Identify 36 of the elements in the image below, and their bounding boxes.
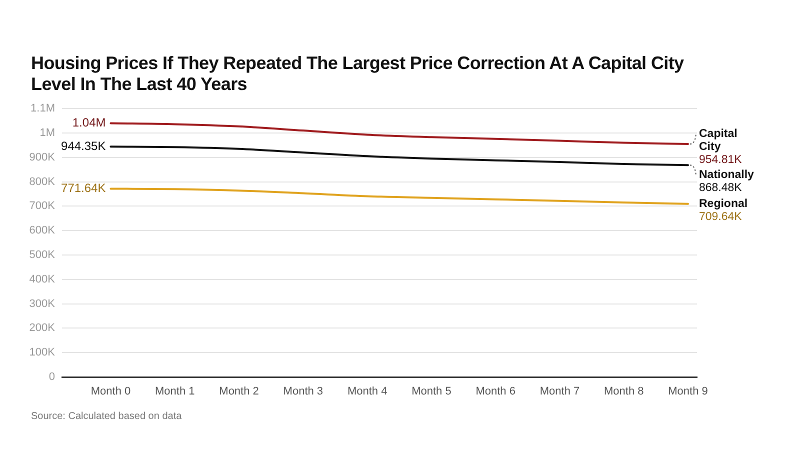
series-label: Regional <box>699 198 748 210</box>
x-tick-label: Month 3 <box>283 386 324 398</box>
x-tick-label: Month 2 <box>219 386 259 398</box>
x-tick-label: Month 7 <box>540 386 580 398</box>
y-tick-label: 100K <box>29 346 56 359</box>
y-tick-label: 300K <box>29 298 56 310</box>
data-label: 771.64K <box>61 181 106 196</box>
data-label: 944.35K <box>61 138 106 153</box>
y-tick-label: 800K <box>29 176 56 188</box>
line-series <box>110 146 690 166</box>
y-tick-label: 700K <box>29 200 56 212</box>
y-tick-label: 200K <box>29 322 56 334</box>
data-label: 709.64K <box>699 211 742 224</box>
y-tick-label: 1M <box>40 127 55 140</box>
series-label: Capital City <box>699 128 738 154</box>
data-label: 954.81K <box>699 154 742 166</box>
line-series <box>110 122 690 146</box>
chart-title: Housing Prices If They Repeated The Largest Price Correction At A Capital City Level In The Last 40 Years <box>31 53 685 95</box>
x-tick-label: Month 8 <box>604 386 644 398</box>
source-note: Source: Calculated based on data <box>31 411 182 422</box>
y-tick-label: 1.1M <box>30 102 55 115</box>
y-tick-label: 400K <box>29 273 56 286</box>
data-label: 868.48K <box>699 182 742 194</box>
y-tick-label: 500K <box>29 249 56 262</box>
line-series <box>110 188 690 205</box>
y-tick-label: 0 <box>48 371 55 384</box>
x-tick-label: Month 4 <box>347 386 388 398</box>
y-tick-label: 900K <box>29 151 56 164</box>
x-tick-label: Month 0 <box>90 386 131 398</box>
x-tick-label: Month 5 <box>412 386 452 398</box>
series-label: Nationally <box>699 169 755 182</box>
data-label: 1.04M <box>72 116 106 130</box>
x-tick-label: Month 6 <box>476 386 516 398</box>
x-tick-label: Month 1 <box>155 386 195 398</box>
y-tick-label: 600K <box>29 224 56 237</box>
x-tick-label: Month 9 <box>668 386 708 398</box>
